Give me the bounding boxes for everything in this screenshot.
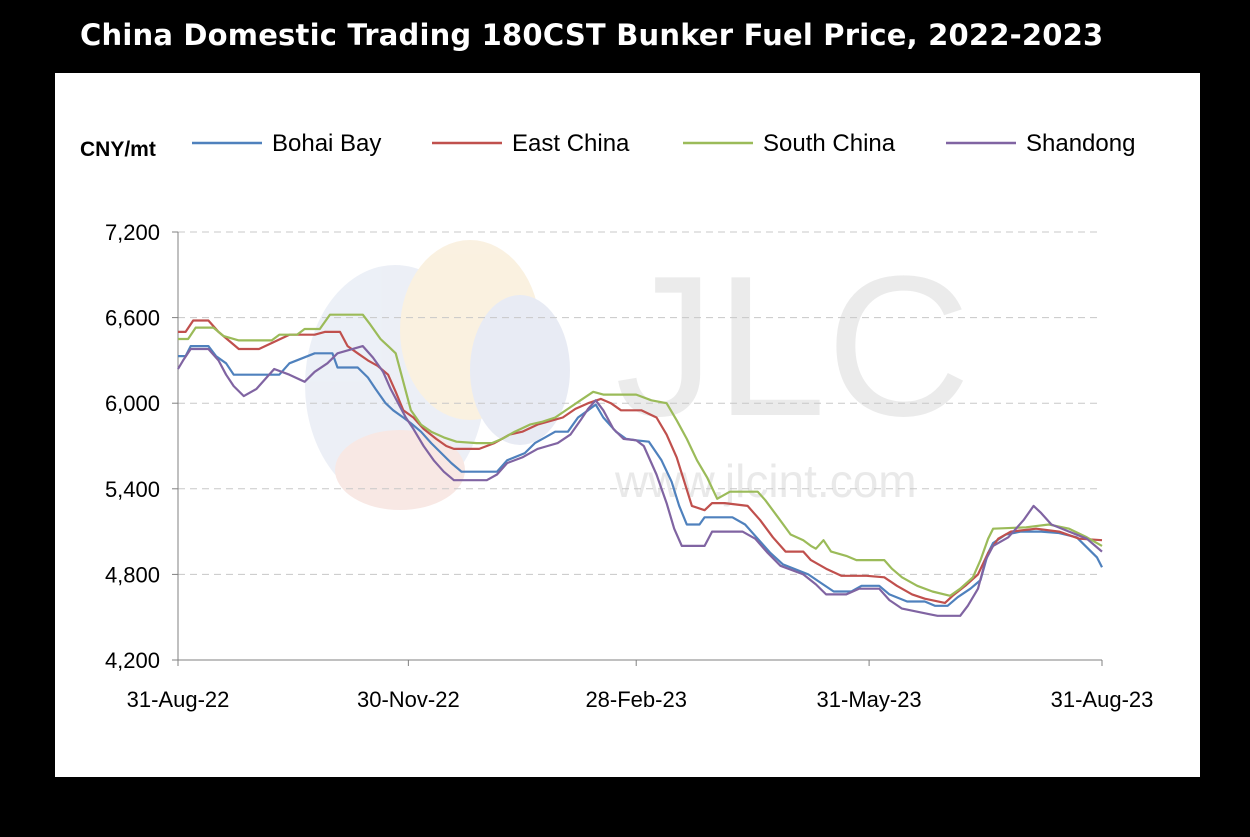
x-tick-label: 28-Feb-23 — [585, 687, 687, 712]
x-tick-label: 31-Aug-22 — [127, 687, 230, 712]
legend-label: South China — [763, 130, 896, 157]
legend: Bohai Bay East China South China Shandong — [192, 130, 1135, 157]
gridlines — [178, 231, 1102, 575]
series-line-south-china — [178, 313, 1103, 597]
y-unit-label: CNY/mt — [80, 138, 156, 161]
y-tick-label: 6,000 — [105, 391, 160, 416]
x-tick-label: 30-Nov-22 — [357, 687, 460, 712]
legend-label: Bohai Bay — [272, 130, 381, 157]
y-tick-label: 4,200 — [105, 648, 160, 673]
y-tick-label: 6,600 — [105, 306, 160, 331]
legend-label: Shandong — [1026, 130, 1135, 157]
watermark-logo: JLC — [615, 235, 971, 458]
series-line-east-china — [178, 319, 1103, 605]
series-lines — [177, 313, 1103, 617]
legend-label: East China — [512, 130, 630, 157]
y-tick-label: 4,800 — [105, 562, 160, 587]
x-tick-label: 31-May-23 — [817, 687, 922, 712]
y-tick-label: 7,200 — [105, 220, 160, 245]
y-tick-label: 5,400 — [105, 477, 160, 502]
series-line-shandong — [177, 345, 1103, 617]
watermark: JLC www.jlcint.com — [305, 235, 971, 510]
axes: 4,200 4,800 5,400 6,000 6,600 7,200 31-Aug-22 3… — [105, 220, 1153, 712]
chart-title: China Domestic Trading 180CST Bunker Fue… — [80, 18, 1104, 52]
x-tick-label: 31-Aug-23 — [1051, 687, 1154, 712]
